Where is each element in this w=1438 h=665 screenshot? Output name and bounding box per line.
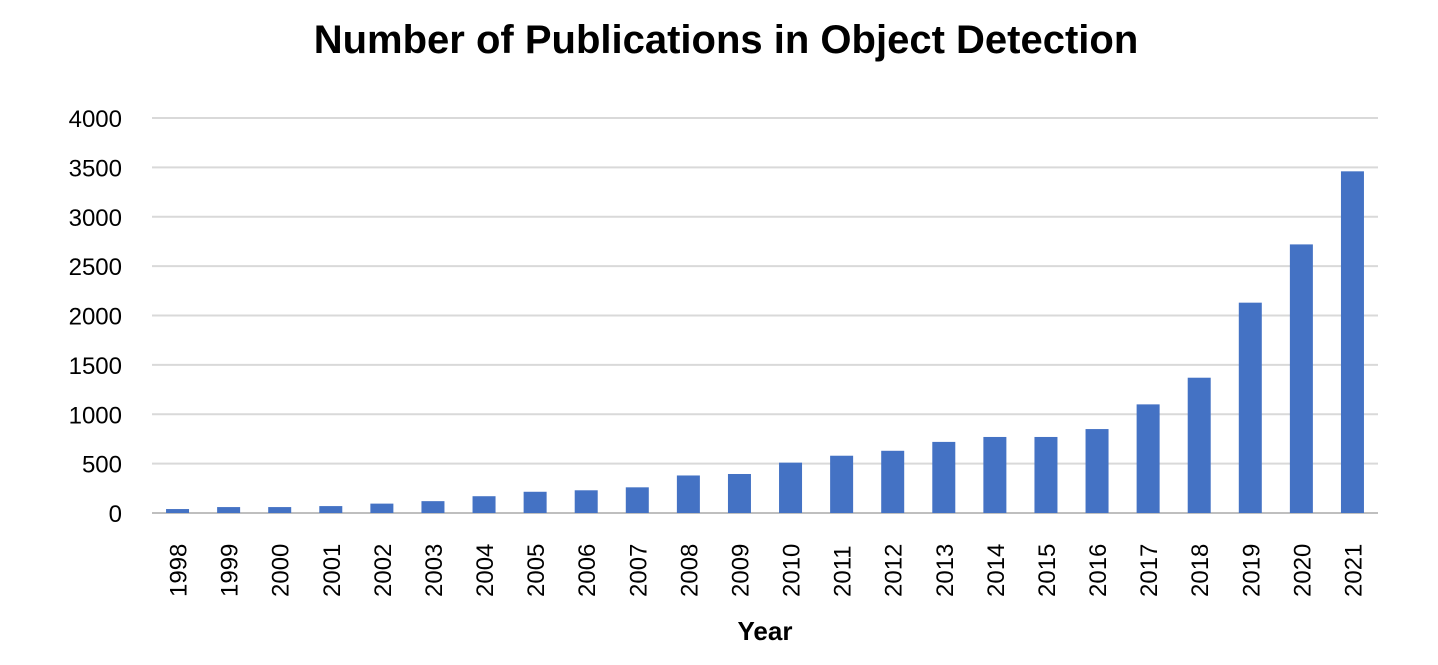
y-tick-label: 500 [82,452,122,479]
bar-2020 [1289,244,1313,513]
x-tick-label: 2018 [1187,544,1214,597]
x-tick-label: 2007 [625,544,652,597]
y-tick-label: 3500 [69,155,122,182]
bar-2002 [370,503,394,513]
bar-2003 [421,501,445,513]
bar-2012 [881,450,905,513]
x-tick-label: 2006 [574,544,601,597]
x-tick-label: 2008 [676,544,703,597]
y-tick-label: 1000 [69,402,122,429]
bar-1999 [217,507,241,513]
bar-2006 [574,490,598,513]
bar-2004 [472,496,496,513]
bar-2008 [676,475,700,513]
bar-2013 [932,441,956,513]
y-tick-label: 2500 [69,254,122,281]
x-tick-label: 2012 [881,544,908,597]
x-tick-label: 2020 [1289,544,1316,597]
chart-title: Number of Publications in Object Detecti… [313,18,1139,62]
x-tick-label: 2011 [830,545,857,597]
y-tick-label: 3000 [69,205,122,232]
y-tick-label: 1500 [69,353,122,380]
bar-2000 [268,507,292,513]
x-tick-label: 2017 [1136,544,1163,597]
y-tick-label: 0 [109,501,122,528]
bar-2005 [523,491,547,513]
x-tick-label: 2005 [523,544,550,597]
bar-2016 [1085,429,1109,513]
x-tick-label: 2010 [779,544,806,597]
y-tick-label: 2000 [69,304,122,331]
x-tick-label: 2009 [727,544,754,597]
bar-2018 [1187,377,1211,513]
y-tick-label: 4000 [69,106,122,133]
bar-2001 [319,506,343,513]
x-tick-label: 2016 [1085,544,1112,597]
bar-2021 [1340,171,1364,513]
x-tick-label: 2019 [1238,544,1265,597]
bar-2015 [1034,436,1058,513]
x-tick-label: 2003 [421,544,448,597]
x-tick-label: 2013 [932,544,959,597]
x-tick-label: 2021 [1340,544,1367,597]
bar-2010 [779,462,803,513]
bars [166,171,1364,513]
x-tick-label: 2004 [472,544,499,597]
bar-2014 [983,436,1007,513]
x-tick-label: 2015 [1034,544,1061,597]
bar-1998 [166,509,190,513]
x-tick-label: 2001 [319,544,346,597]
bar-2011 [830,455,854,513]
bar-2009 [727,473,751,513]
bar-2007 [625,487,649,513]
x-axis-ticks: 1998 1999 2000 2001 2002 2003 2004 2005 2006 2007… [166,544,1368,597]
bar-2019 [1238,302,1262,513]
x-axis-title: Year [738,616,793,646]
y-axis-ticks: 0 500 1000 1500 2000 2500 3000 3500 4000 [69,106,122,528]
x-tick-label: 2002 [370,544,397,597]
x-tick-label: 1999 [217,544,244,597]
x-tick-label: 2014 [983,544,1010,597]
x-tick-label: 2000 [268,544,295,597]
bar-2017 [1136,404,1160,513]
gridlines [152,117,1378,514]
x-tick-label: 1998 [166,544,193,597]
